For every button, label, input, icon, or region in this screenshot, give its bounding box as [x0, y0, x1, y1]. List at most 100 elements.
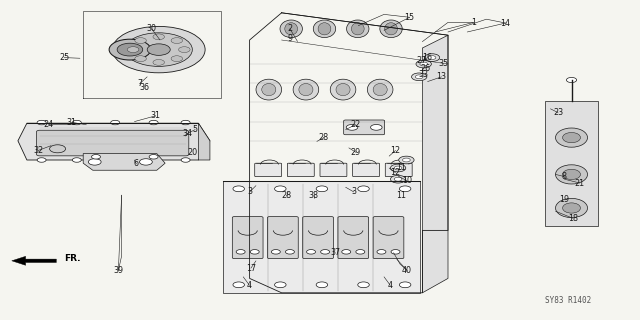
- Ellipse shape: [256, 79, 282, 100]
- Polygon shape: [198, 123, 210, 160]
- Ellipse shape: [125, 33, 192, 67]
- Ellipse shape: [135, 38, 147, 44]
- Text: 15: 15: [404, 13, 415, 22]
- Ellipse shape: [135, 56, 147, 61]
- FancyBboxPatch shape: [373, 217, 404, 259]
- Text: 12: 12: [390, 146, 401, 155]
- Text: 11: 11: [396, 163, 406, 172]
- Circle shape: [88, 159, 101, 165]
- Text: 18: 18: [568, 214, 578, 223]
- Circle shape: [358, 282, 369, 288]
- Ellipse shape: [113, 27, 205, 73]
- Text: 5: 5: [193, 125, 198, 134]
- Text: 7: 7: [137, 79, 142, 88]
- Polygon shape: [83, 154, 165, 170]
- Text: 19: 19: [559, 195, 570, 204]
- Circle shape: [111, 120, 120, 125]
- Text: 27: 27: [417, 56, 427, 65]
- Circle shape: [92, 155, 100, 159]
- Circle shape: [181, 120, 190, 125]
- Ellipse shape: [556, 128, 588, 147]
- Circle shape: [37, 158, 46, 162]
- Text: 33: 33: [418, 70, 428, 79]
- FancyBboxPatch shape: [320, 163, 347, 177]
- Ellipse shape: [127, 47, 139, 52]
- Text: 16: 16: [422, 53, 433, 62]
- Polygon shape: [422, 35, 448, 293]
- Text: 3: 3: [247, 188, 252, 196]
- Circle shape: [377, 250, 386, 254]
- Ellipse shape: [50, 145, 65, 153]
- Text: 28: 28: [319, 133, 329, 142]
- Text: 4: 4: [388, 281, 393, 290]
- Circle shape: [390, 175, 406, 183]
- Circle shape: [566, 77, 577, 83]
- Circle shape: [233, 282, 244, 288]
- Ellipse shape: [367, 79, 393, 100]
- Text: 4: 4: [247, 281, 252, 290]
- Ellipse shape: [314, 20, 336, 38]
- Circle shape: [285, 250, 294, 254]
- Circle shape: [403, 158, 410, 162]
- Text: 9: 9: [287, 34, 292, 43]
- Text: 24: 24: [43, 120, 53, 129]
- FancyBboxPatch shape: [255, 163, 282, 177]
- Circle shape: [390, 164, 406, 172]
- Ellipse shape: [299, 84, 313, 96]
- Circle shape: [275, 282, 286, 288]
- Text: 17: 17: [246, 264, 256, 273]
- Circle shape: [316, 282, 328, 288]
- Ellipse shape: [336, 84, 350, 96]
- Text: 39: 39: [113, 266, 124, 275]
- Text: 3: 3: [351, 188, 356, 196]
- Ellipse shape: [373, 84, 387, 96]
- Circle shape: [271, 250, 280, 254]
- Text: 37: 37: [330, 248, 340, 257]
- Text: 8: 8: [562, 172, 567, 181]
- Text: 21: 21: [575, 179, 585, 188]
- Circle shape: [420, 62, 428, 66]
- Ellipse shape: [563, 132, 580, 143]
- FancyBboxPatch shape: [338, 217, 369, 259]
- Ellipse shape: [280, 20, 302, 38]
- FancyBboxPatch shape: [268, 217, 298, 259]
- Text: 12: 12: [390, 168, 401, 177]
- Circle shape: [72, 158, 81, 162]
- Text: 23: 23: [553, 108, 563, 117]
- Circle shape: [394, 166, 402, 170]
- Text: 30: 30: [147, 24, 157, 33]
- Circle shape: [399, 282, 411, 288]
- Circle shape: [371, 124, 382, 130]
- Ellipse shape: [351, 23, 364, 35]
- Circle shape: [391, 250, 400, 254]
- Text: 2: 2: [287, 24, 292, 33]
- Ellipse shape: [285, 23, 298, 35]
- Ellipse shape: [385, 23, 397, 35]
- FancyBboxPatch shape: [344, 120, 385, 135]
- Ellipse shape: [330, 79, 356, 100]
- Ellipse shape: [556, 165, 588, 184]
- Circle shape: [316, 186, 328, 192]
- Circle shape: [394, 177, 402, 181]
- Text: 36: 36: [139, 83, 149, 92]
- FancyBboxPatch shape: [353, 163, 380, 177]
- FancyBboxPatch shape: [223, 181, 420, 293]
- Text: 14: 14: [500, 19, 511, 28]
- Text: 29: 29: [351, 148, 361, 157]
- Circle shape: [149, 158, 158, 162]
- Circle shape: [321, 250, 330, 254]
- Ellipse shape: [318, 23, 331, 35]
- Circle shape: [149, 155, 158, 159]
- Text: 32: 32: [33, 146, 44, 155]
- Text: 25: 25: [59, 53, 69, 62]
- Text: SY83 R1402: SY83 R1402: [545, 296, 591, 305]
- Text: 13: 13: [436, 72, 447, 81]
- Circle shape: [147, 44, 170, 55]
- Text: 28: 28: [282, 191, 292, 200]
- Ellipse shape: [117, 43, 143, 56]
- Circle shape: [140, 159, 152, 165]
- Circle shape: [399, 156, 414, 164]
- Ellipse shape: [563, 203, 580, 213]
- Circle shape: [424, 54, 440, 61]
- Ellipse shape: [171, 56, 182, 61]
